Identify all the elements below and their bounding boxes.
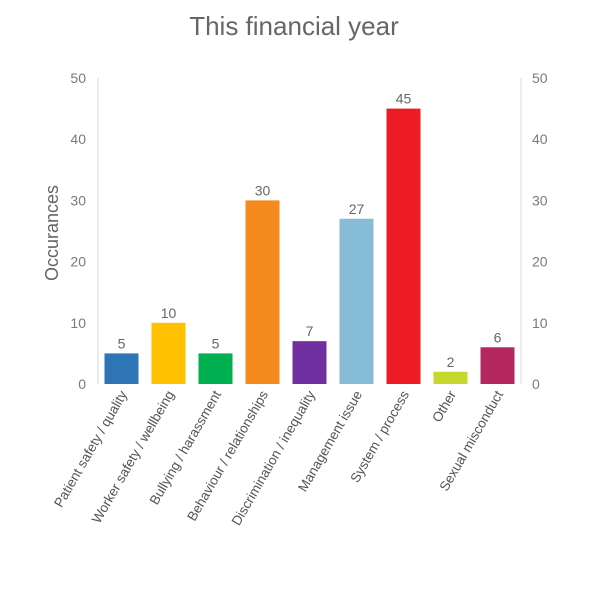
bar — [386, 108, 421, 384]
data-label: 5 — [118, 335, 126, 351]
x-tick-label: Worker safety / wellbeing — [89, 388, 177, 526]
left-tick-labels: 0 10 20 30 40 50 — [70, 70, 86, 392]
y-tick-label-left: 0 — [78, 376, 86, 392]
y-tick-label-left: 40 — [70, 131, 86, 147]
data-labels-group: 5 10 5 30 7 27 45 2 6 — [118, 91, 502, 370]
data-label: 6 — [494, 329, 502, 345]
bar — [480, 347, 515, 384]
x-tick-label: Behaviour / relationships — [184, 388, 271, 524]
data-label: 30 — [255, 182, 271, 198]
bar — [292, 341, 327, 384]
y-tick-label-left: 10 — [70, 315, 86, 331]
y-tick-label-right: 10 — [532, 315, 548, 331]
data-label: 10 — [161, 305, 177, 321]
bar — [198, 353, 233, 384]
y-tick-label-left: 50 — [70, 70, 86, 86]
data-label: 27 — [349, 201, 365, 217]
chart-title: This financial year — [189, 11, 399, 41]
y-axis-label: Occurances — [42, 185, 62, 281]
bar — [104, 353, 139, 384]
x-tick-label: Discrimination / inequality — [229, 388, 319, 528]
y-tick-label-right: 20 — [532, 254, 548, 270]
bar — [151, 322, 186, 384]
bar — [433, 371, 468, 384]
bars-group — [104, 108, 515, 384]
y-tick-label-right: 40 — [532, 131, 548, 147]
data-label: 45 — [396, 91, 412, 107]
y-tick-label-left: 20 — [70, 254, 86, 270]
y-tick-label-right: 50 — [532, 70, 548, 86]
bar — [339, 218, 374, 384]
data-label: 7 — [306, 323, 314, 339]
data-label: 2 — [447, 354, 455, 370]
y-tick-label-right: 30 — [532, 192, 548, 208]
data-label: 5 — [212, 335, 220, 351]
y-tick-label-right: 0 — [532, 376, 540, 392]
y-tick-label-left: 30 — [70, 192, 86, 208]
x-tick-label: Other — [429, 388, 459, 425]
right-tick-labels: 0 10 20 30 40 50 — [532, 70, 548, 392]
bar — [245, 200, 280, 384]
